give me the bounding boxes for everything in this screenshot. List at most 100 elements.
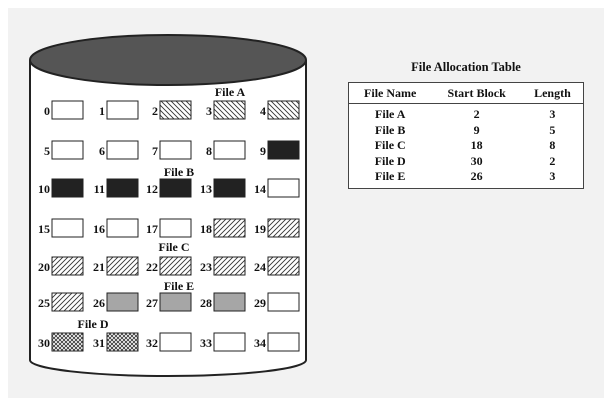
block-number: 16 [93, 222, 105, 236]
block-number: 7 [152, 144, 158, 158]
disk-block-file-e [159, 292, 192, 312]
disk-block-file-a [213, 100, 246, 120]
disk-block-free [51, 218, 84, 238]
fat-cell-file-name: File B [375, 122, 406, 137]
fat-cell-start-block: 30 [470, 153, 483, 168]
fat-row: File A 2 3 [349, 104, 584, 123]
block-number: 29 [254, 296, 266, 310]
disk-block-free [267, 292, 300, 312]
block-number: 20 [38, 260, 50, 274]
fat-cell-start-block: 18 [470, 138, 483, 152]
fat-cell-file-name: File A [375, 107, 406, 121]
disk-block-free [159, 140, 192, 160]
disk-cylinder-top [29, 34, 307, 86]
disk-block-free [106, 218, 139, 238]
fat-cell-file-name: File E [375, 169, 406, 183]
disk-block-file-a [267, 100, 300, 120]
file-label-d: File D [78, 317, 109, 331]
block-number: 24 [254, 260, 266, 274]
disk-block-file-c [267, 256, 300, 276]
block-number: 5 [44, 144, 50, 158]
block-number: 27 [146, 296, 158, 310]
disk-block-file-b [267, 140, 300, 160]
block-number: 9 [260, 144, 266, 158]
disk-block-free [267, 178, 300, 198]
block-number: 21 [93, 260, 105, 274]
block-number: 19 [254, 222, 266, 236]
fat-row: File E 26 3 [349, 169, 584, 188]
block-number: 12 [146, 182, 158, 196]
fat-cell-length: 2 [549, 153, 556, 168]
block-number: 22 [146, 260, 158, 274]
fat-cell-start-block: 9 [473, 122, 480, 137]
file-label-e: File E [164, 279, 194, 293]
disk-block-free [159, 218, 192, 238]
fat-row: File D 30 2 [349, 154, 584, 170]
block-number: 11 [94, 182, 105, 196]
file-label-b: File B [164, 165, 194, 179]
disk-block-file-b [51, 178, 84, 198]
block-number: 15 [38, 222, 50, 236]
file-allocation-table: File Allocation Table File Name Start Bl… [348, 60, 584, 189]
fat-cell-length: 3 [549, 169, 556, 183]
disk-file-labels: File A File B File C File E File D [78, 85, 246, 331]
fat-row: File C 18 8 [349, 138, 584, 154]
disk-block-file-a [159, 100, 192, 120]
fat-cell-length: 5 [549, 122, 556, 137]
disk-block-file-c [51, 256, 84, 276]
disk-block-free [106, 140, 139, 160]
block-number: 30 [38, 336, 50, 350]
fat-cell-file-name: File C [374, 138, 406, 152]
block-number: 1 [99, 104, 105, 118]
block-number: 2 [152, 104, 158, 118]
block-number: 4 [260, 104, 266, 118]
disk-block-file-d [51, 332, 84, 352]
disk-block-free [159, 332, 192, 352]
block-number: 31 [93, 336, 105, 350]
file-label-c: File C [159, 240, 190, 254]
disk-block-free [213, 140, 246, 160]
block-number: 17 [146, 222, 158, 236]
block-number: 8 [206, 144, 212, 158]
fat-cell-length: 8 [549, 138, 556, 152]
block-number: 34 [254, 336, 266, 350]
disk-block-free [106, 100, 139, 120]
fat-cell-length: 3 [549, 107, 556, 121]
fat-row: File B 9 5 [349, 123, 584, 139]
disk-block-file-c [159, 256, 192, 276]
disk-block-file-b [106, 178, 139, 198]
block-number: 10 [38, 182, 50, 196]
fat-header-length: Length [521, 82, 584, 104]
block-number: 13 [200, 182, 212, 196]
fat-header-start-block: Start Block [431, 82, 522, 104]
block-number: 28 [200, 296, 212, 310]
disk-block-file-c [267, 218, 300, 238]
fat-cell-start-block: 2 [473, 107, 480, 121]
block-number: 3 [206, 104, 212, 118]
disk-block-file-c [213, 256, 246, 276]
fat-header-row: File Name Start Block Length [348, 82, 584, 104]
block-number: 33 [200, 336, 212, 350]
fat-title: File Allocation Table [411, 60, 521, 74]
disk-block-free [213, 332, 246, 352]
block-number: 26 [93, 296, 105, 310]
disk-block-file-c [51, 292, 84, 312]
disk-block-file-b [159, 178, 192, 198]
fat-table: File Name Start Block Length File A 2 3 … [348, 82, 584, 189]
block-number: 6 [99, 144, 105, 158]
block-number: 25 [38, 296, 50, 310]
disk-block-free [267, 332, 300, 352]
fat-cell-start-block: 26 [470, 169, 483, 183]
disk-block-file-c [213, 218, 246, 238]
disk-block-file-b [213, 178, 246, 198]
fat-header-file-name: File Name [348, 82, 432, 104]
block-number: 23 [200, 260, 212, 274]
disk-block-free [51, 140, 84, 160]
disk-block-file-d [106, 332, 139, 352]
fat-cell-file-name: File D [374, 153, 406, 168]
disk-block-file-e [106, 292, 139, 312]
disk-block-file-e [213, 292, 246, 312]
